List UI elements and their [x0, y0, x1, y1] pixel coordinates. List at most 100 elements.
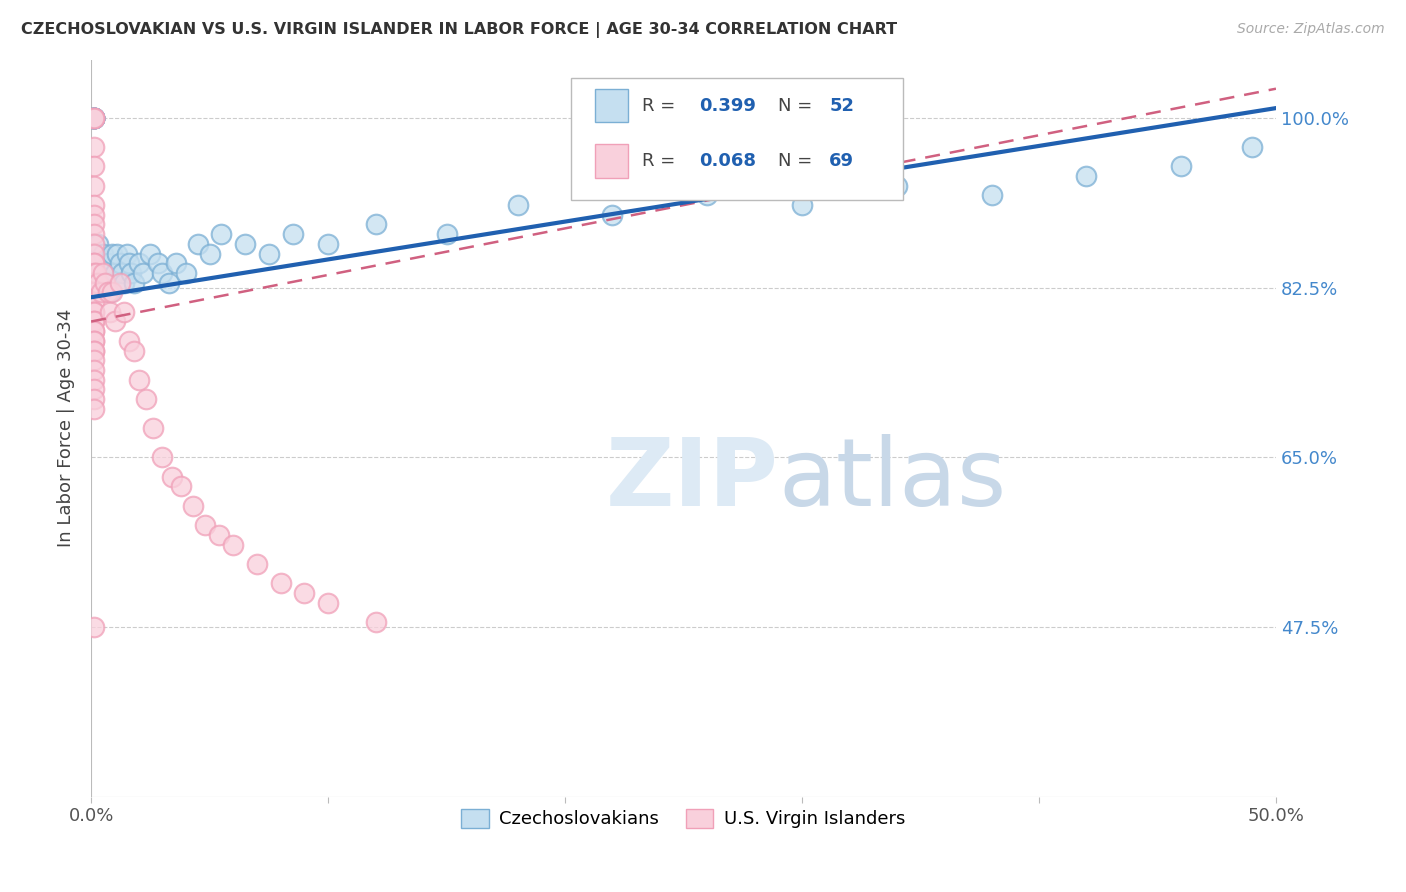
Point: [233, 236, 256, 251]
Text: 0.068: 0.068: [699, 152, 756, 170]
Point: [83, 314, 105, 328]
Point: [790, 198, 813, 212]
Point: [83, 295, 105, 310]
Point: [98, 305, 121, 319]
Point: [112, 276, 135, 290]
Point: [194, 518, 217, 533]
Point: [112, 305, 135, 319]
Point: [83, 305, 105, 319]
Point: [91, 246, 114, 260]
Point: [83, 383, 105, 397]
Point: [87, 276, 110, 290]
Point: [83, 334, 105, 348]
Point: [83, 334, 105, 348]
Point: [128, 373, 150, 387]
Point: [150, 450, 173, 465]
Point: [83, 218, 105, 232]
Point: [83, 111, 105, 125]
Point: [146, 256, 169, 270]
FancyBboxPatch shape: [571, 78, 903, 200]
Point: [166, 256, 188, 270]
Point: [83, 236, 105, 251]
Text: atlas: atlas: [779, 434, 1007, 525]
Point: [83, 140, 105, 154]
Point: [90, 285, 112, 300]
Point: [132, 266, 155, 280]
Point: [83, 111, 105, 125]
Point: [83, 111, 105, 125]
Point: [364, 218, 387, 232]
Point: [83, 324, 105, 338]
Point: [84, 266, 107, 280]
Point: [198, 246, 221, 260]
Point: [160, 469, 183, 483]
Text: R =: R =: [643, 96, 681, 115]
Point: [696, 188, 718, 202]
Point: [83, 285, 105, 300]
Point: [104, 314, 127, 328]
Point: [83, 111, 105, 125]
Point: [1241, 140, 1264, 154]
Point: [111, 266, 134, 280]
Point: [94, 276, 117, 290]
FancyBboxPatch shape: [595, 89, 628, 122]
Point: [101, 246, 124, 260]
Point: [436, 227, 458, 242]
Point: [83, 392, 105, 406]
Point: [170, 479, 193, 493]
Point: [83, 178, 105, 193]
Point: [83, 256, 105, 270]
Text: 0.399: 0.399: [699, 96, 756, 115]
Point: [246, 557, 269, 571]
Point: [294, 586, 316, 600]
Point: [91, 266, 114, 280]
Point: [83, 111, 105, 125]
Point: [87, 236, 110, 251]
Point: [83, 111, 105, 125]
Point: [157, 276, 180, 290]
Point: [118, 334, 141, 348]
Point: [98, 285, 121, 300]
Point: [602, 208, 624, 222]
Point: [108, 276, 131, 290]
Point: [122, 343, 145, 358]
Point: [506, 198, 529, 212]
Point: [83, 111, 105, 125]
Text: R =: R =: [643, 152, 681, 170]
Point: [83, 159, 105, 173]
Point: [128, 256, 150, 270]
Point: [211, 227, 233, 242]
Text: Source: ZipAtlas.com: Source: ZipAtlas.com: [1237, 22, 1385, 37]
Point: [1076, 169, 1098, 183]
Point: [83, 363, 105, 377]
Point: [83, 111, 105, 125]
Point: [886, 178, 908, 193]
Point: [108, 256, 131, 270]
Text: CZECHOSLOVAKIAN VS U.S. VIRGIN ISLANDER IN LABOR FORCE | AGE 30-34 CORRELATION C: CZECHOSLOVAKIAN VS U.S. VIRGIN ISLANDER …: [21, 22, 897, 38]
Point: [120, 266, 142, 280]
Point: [83, 111, 105, 125]
Point: [1170, 159, 1192, 173]
Point: [83, 276, 105, 290]
Point: [150, 266, 173, 280]
Point: [174, 266, 197, 280]
Point: [316, 596, 339, 610]
Point: [83, 305, 105, 319]
Point: [222, 538, 245, 552]
Text: N =: N =: [779, 152, 818, 170]
Point: [281, 227, 304, 242]
Point: [122, 276, 145, 290]
Point: [364, 615, 387, 630]
Point: [83, 198, 105, 212]
Point: [101, 285, 124, 300]
Point: [83, 208, 105, 222]
Point: [135, 392, 157, 406]
Point: [208, 528, 231, 542]
Point: [83, 111, 105, 125]
Point: [118, 256, 141, 270]
Point: [139, 246, 162, 260]
Point: [83, 620, 105, 634]
Point: [97, 285, 120, 300]
Text: 52: 52: [830, 96, 855, 115]
Point: [181, 499, 204, 513]
